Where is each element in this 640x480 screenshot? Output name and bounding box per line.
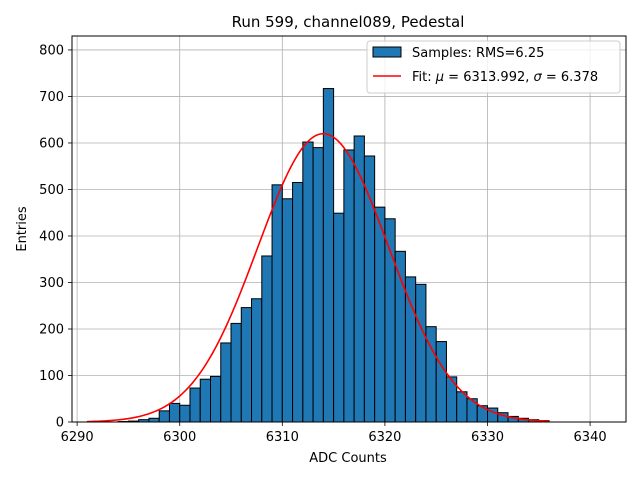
histogram-bar [261,255,273,423]
legend-box [366,40,621,94]
histogram-bar [292,181,304,423]
histogram-bar [230,322,242,423]
histogram-bar [220,342,232,423]
histogram-bar [435,341,447,423]
y-tick-label: 200 [39,322,64,337]
histogram-bar [322,88,335,423]
histogram-bar [158,410,170,423]
x-tick-label: 6330 [471,430,504,445]
legend: Samples: RMS=6.25 Fit: μ = 6313.992, σ =… [366,40,621,94]
y-tick-label: 600 [39,136,64,151]
histogram-bar [168,402,181,423]
legend-label-samples: Samples: RMS=6.25 [412,46,544,61]
legend-label-fit: Fit: μ = 6313.992, σ = 6.378 [412,70,598,85]
chart-title: Run 599, channel089, Pedestal [232,13,465,31]
x-axis-label: ADC Counts [309,451,387,466]
plot-frame [71,35,627,423]
histogram-bar [456,391,468,423]
y-tick-label: 700 [39,90,64,105]
fit-curve-group [87,132,550,423]
y-tick-label: 400 [39,229,64,244]
x-tick-label: 6320 [368,430,401,445]
x-tick-label: 6290 [61,430,94,445]
histogram-bar [199,378,211,423]
histogram-bar [312,147,324,423]
histogram-bar [148,417,160,423]
y-tick-label: 800 [39,43,64,58]
fit-curve [87,132,550,423]
y-axis-ticks: 0 100 200 300 400 500 600 700 800 [39,43,72,431]
histogram-bar [343,149,355,423]
histogram-bar [374,206,386,423]
histogram-bar [302,141,314,423]
histogram-bar [333,212,345,423]
legend-swatch-samples [372,46,402,58]
y-tick-label: 100 [39,369,64,384]
histogram-bar [415,283,427,423]
histogram-bar [210,375,222,423]
histogram-bar [240,307,253,423]
histogram-bar [281,198,294,423]
histogram-bar [404,276,417,423]
histogram-bar [251,298,263,423]
histogram-bar [189,387,201,423]
x-tick-label: 6300 [163,430,196,445]
histogram-bar [271,184,283,423]
y-tick-label: 300 [39,276,64,291]
x-tick-label: 6340 [574,430,607,445]
y-axis-label: Entries [15,206,30,252]
x-tick-label: 6310 [266,430,299,445]
histogram-bar [353,135,365,423]
histogram-bars [86,88,550,423]
histogram-bar [179,404,191,423]
x-axis-ticks: 6290 6300 6310 6320 6330 6340 [61,422,607,445]
y-tick-label: 500 [39,183,64,198]
y-tick-label: 0 [56,416,64,431]
